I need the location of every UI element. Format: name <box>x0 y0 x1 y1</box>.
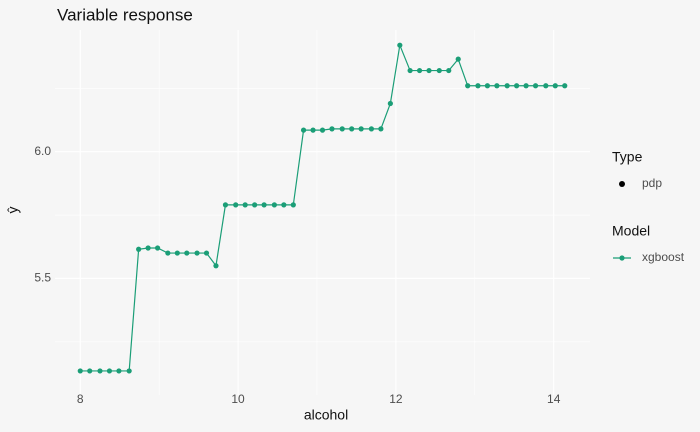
data-point <box>484 83 491 89</box>
data-point <box>106 368 113 374</box>
data-point <box>233 202 239 208</box>
data-point <box>203 250 210 256</box>
data-point <box>310 127 316 133</box>
data-point <box>465 83 471 89</box>
data-point <box>407 67 413 74</box>
data-point <box>271 202 277 208</box>
legend-label: xgboost <box>642 250 685 264</box>
data-point <box>213 263 219 269</box>
y-tick-label: 5.5 <box>34 271 51 285</box>
data-point <box>552 83 558 89</box>
data-point <box>436 67 442 74</box>
data-point <box>329 126 335 132</box>
data-point <box>242 202 248 208</box>
data-point <box>426 67 432 74</box>
data-point <box>494 83 500 89</box>
data-point <box>475 83 481 89</box>
data-point <box>378 126 384 132</box>
data-point <box>397 42 403 48</box>
data-point <box>261 202 267 208</box>
data-point <box>523 83 529 89</box>
data-point <box>184 250 190 256</box>
data-point <box>504 83 510 89</box>
data-point <box>514 83 520 89</box>
data-point <box>174 250 180 256</box>
data-point <box>165 250 171 256</box>
data-point <box>154 245 161 251</box>
legend-label: pdp <box>642 176 662 190</box>
data-point <box>455 56 461 62</box>
data-point <box>290 202 296 208</box>
data-point <box>194 250 200 256</box>
data-point <box>126 368 132 374</box>
x-tick-label: 14 <box>547 392 561 406</box>
data-point <box>300 127 307 133</box>
data-point <box>136 246 142 252</box>
data-point <box>77 368 83 374</box>
legend-symbol <box>619 181 625 187</box>
data-point <box>562 83 568 89</box>
data-point <box>349 126 355 132</box>
legend-title: Model <box>612 223 650 239</box>
x-tick-label: 10 <box>231 392 245 406</box>
data-point <box>116 368 122 374</box>
data-point <box>281 202 287 208</box>
legend-symbol <box>619 255 625 261</box>
data-point <box>543 83 549 89</box>
data-point <box>319 127 326 133</box>
legend-title: Type <box>612 149 643 165</box>
x-axis-label: alcohol <box>304 407 348 423</box>
data-point <box>358 126 364 132</box>
data-point <box>532 83 539 89</box>
x-tick-label: 8 <box>77 392 84 406</box>
data-point <box>87 368 93 374</box>
data-point <box>387 100 393 107</box>
y-axis-label: ŷ <box>5 207 21 214</box>
data-point <box>368 126 375 132</box>
data-point <box>222 202 229 208</box>
data-point <box>446 67 452 74</box>
data-point <box>252 202 258 208</box>
data-point <box>416 67 423 74</box>
chart-title: Variable response <box>57 5 193 24</box>
data-point <box>97 368 103 374</box>
x-tick-label: 12 <box>389 392 403 406</box>
data-point <box>145 245 151 251</box>
data-point <box>339 126 345 132</box>
y-tick-label: 6.0 <box>34 144 51 158</box>
